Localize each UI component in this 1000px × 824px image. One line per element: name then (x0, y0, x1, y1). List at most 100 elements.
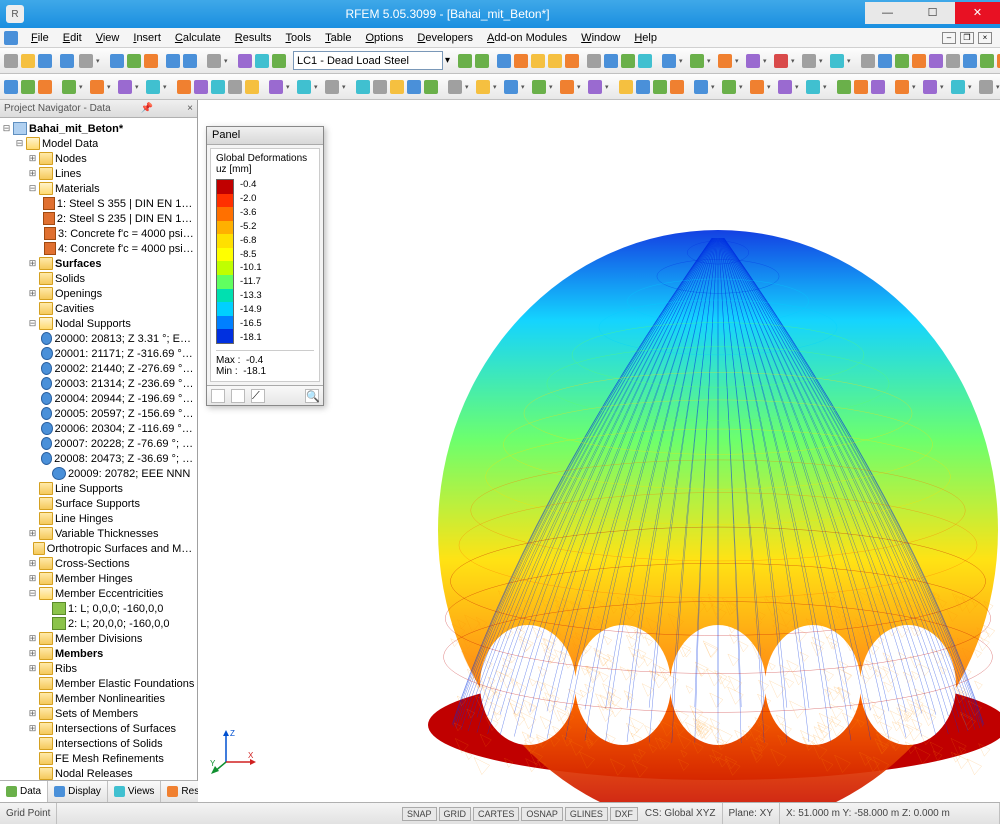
tree-item[interactable]: 20006: 20304; Z -116.69 °; EEE N… (0, 421, 197, 436)
tb1-print[interactable] (76, 51, 96, 71)
menu-options[interactable]: Options (358, 30, 410, 46)
tree-item[interactable]: 20003: 21314; Z -236.69 °; EEE N… (0, 376, 197, 391)
tb1-edit-2[interactable] (143, 51, 159, 71)
tb1-tool-5[interactable] (799, 51, 819, 71)
tree-item[interactable]: Orthotropic Surfaces and Membra… (0, 541, 197, 556)
tb2-8-1[interactable] (853, 77, 869, 97)
tb1-calc-2[interactable] (271, 51, 287, 71)
tree-item[interactable]: 20000: 20813; Z 3.31 °; EEE NNN… (0, 331, 197, 346)
tb1-new-1[interactable] (20, 51, 36, 71)
tb2-9-2[interactable] (948, 77, 968, 97)
panel-title[interactable]: Panel (207, 127, 323, 145)
tb2-2-0[interactable] (176, 77, 192, 97)
menu-window[interactable]: Window (574, 30, 627, 46)
navigator-pin[interactable]: 📌 (141, 103, 153, 114)
tb2-0-1[interactable] (20, 77, 36, 97)
tb1-x-2[interactable] (894, 51, 910, 71)
tb2-0-2[interactable] (37, 77, 53, 97)
tree-item[interactable]: 4: Concrete f'c = 4000 psi | ACI… (0, 241, 197, 256)
tb1-new-2[interactable] (37, 51, 53, 71)
tb2-6-3[interactable] (669, 77, 685, 97)
tb1-view[interactable] (204, 51, 224, 71)
snap-glines[interactable]: GLINES (565, 807, 608, 821)
results-panel[interactable]: Panel Global Deformations uz [mm] -0.4-2… (206, 126, 324, 406)
tree-item[interactable]: 20002: 21440; Z -276.69 °; EEE N… (0, 361, 197, 376)
snap-osnap[interactable]: OSNAP (521, 807, 563, 821)
tb1-res-4[interactable] (564, 51, 580, 71)
tb1-tool-0-dropdown[interactable]: ▾ (679, 57, 686, 65)
snap-grid[interactable]: GRID (439, 807, 472, 821)
tb1-tool-2[interactable] (715, 51, 735, 71)
tree-root[interactable]: ⊟Bahai_mit_Beton* (0, 121, 197, 136)
tb2-5-4[interactable] (557, 77, 577, 97)
snap-snap[interactable]: SNAP (402, 807, 437, 821)
tb1-new-0[interactable] (3, 51, 19, 71)
tb1-print-dropdown[interactable]: ▾ (96, 57, 103, 65)
tb1-next[interactable] (474, 51, 490, 71)
tb1-res-2[interactable] (530, 51, 546, 71)
maximize-button[interactable]: ☐ (910, 2, 955, 24)
loadcase-dropdown[interactable]: ▾ (444, 51, 451, 71)
tb1-view-dropdown[interactable]: ▾ (224, 57, 231, 65)
tree-item[interactable]: Intersections of Solids (0, 736, 197, 751)
tb1-x-3[interactable] (911, 51, 927, 71)
navtab-display[interactable]: Display (48, 781, 108, 802)
tree-item[interactable]: ⊞Members (0, 646, 197, 661)
panel-btn-1[interactable] (211, 389, 225, 403)
tb1-res-1[interactable] (513, 51, 529, 71)
tree-item[interactable]: 1: Steel S 355 | DIN EN 1993-1-… (0, 196, 197, 211)
tree-item[interactable]: ⊞Variable Thicknesses (0, 526, 197, 541)
tb1-undo-0[interactable] (165, 51, 181, 71)
tree-item[interactable]: 1: L; 0,0,0; -160,0,0 (0, 601, 197, 616)
snap-cartes[interactable]: CARTES (473, 807, 519, 821)
tb2-6-0[interactable] (618, 77, 634, 97)
menu-developers[interactable]: Developers (410, 30, 480, 46)
tb2-2-4[interactable] (244, 77, 260, 97)
tb1-msr-1[interactable] (603, 51, 619, 71)
tb2-1-1[interactable] (87, 77, 107, 97)
tb1-tool-2-dropdown[interactable]: ▾ (735, 57, 742, 65)
tb2-9-3-dropdown[interactable]: ▾ (996, 83, 1000, 91)
tb2-7-4[interactable] (803, 77, 823, 97)
tb1-x-7[interactable] (979, 51, 995, 71)
tb2-8-0[interactable] (836, 77, 852, 97)
tb2-1-2[interactable] (115, 77, 135, 97)
tb1-res-3[interactable] (547, 51, 563, 71)
tb1-edit-1[interactable] (126, 51, 142, 71)
tb2-7-3-dropdown[interactable]: ▾ (795, 83, 802, 91)
minimize-button[interactable]: — (865, 2, 910, 24)
tb2-3-2[interactable] (322, 77, 342, 97)
tree-item[interactable]: ⊞Surfaces (0, 256, 197, 271)
tb1-x-6[interactable] (962, 51, 978, 71)
tb1-msr-2[interactable] (620, 51, 636, 71)
tb2-7-1-dropdown[interactable]: ▾ (739, 83, 746, 91)
tb1-x-1[interactable] (877, 51, 893, 71)
close-button[interactable]: ✕ (955, 2, 1000, 24)
tb2-6-1[interactable] (635, 77, 651, 97)
tb1-save[interactable] (59, 51, 75, 71)
menu-insert[interactable]: Insert (126, 30, 168, 46)
tree-item[interactable]: 2: L; 20,0,0; -160,0,0 (0, 616, 197, 631)
menu-tools[interactable]: Tools (278, 30, 318, 46)
panel-btn-2[interactable] (231, 389, 245, 403)
tb2-1-3-dropdown[interactable]: ▾ (163, 83, 170, 91)
tb2-9-2-dropdown[interactable]: ▾ (968, 83, 975, 91)
tree-item[interactable]: ⊞Cross-Sections (0, 556, 197, 571)
tree-item[interactable]: 3: Concrete f'c = 4000 psi | ACI… (0, 226, 197, 241)
tree-item[interactable]: ⊞Member Divisions (0, 631, 197, 646)
mdi-min[interactable]: – (942, 32, 956, 44)
tb2-7-0-dropdown[interactable]: ▾ (711, 83, 718, 91)
tree-item[interactable]: 20007: 20228; Z -76.69 °; EEE NN… (0, 436, 197, 451)
tree-item[interactable]: ⊞Intersections of Surfaces (0, 721, 197, 736)
tb2-4-0[interactable] (355, 77, 371, 97)
tb1-x-0[interactable] (860, 51, 876, 71)
navtab-views[interactable]: Views (108, 781, 162, 802)
navigator-tree[interactable]: ⊟Bahai_mit_Beton*⊟Model Data⊞Nodes⊞Lines… (0, 118, 197, 780)
tree-item[interactable]: Line Supports (0, 481, 197, 496)
tb2-5-5-dropdown[interactable]: ▾ (605, 83, 612, 91)
tb1-tool-0[interactable] (659, 51, 679, 71)
tb1-calc-0[interactable] (237, 51, 253, 71)
tree-item[interactable]: Cavities (0, 301, 197, 316)
tb2-4-2[interactable] (389, 77, 405, 97)
menu-add-on-modules[interactable]: Add-on Modules (480, 30, 574, 46)
